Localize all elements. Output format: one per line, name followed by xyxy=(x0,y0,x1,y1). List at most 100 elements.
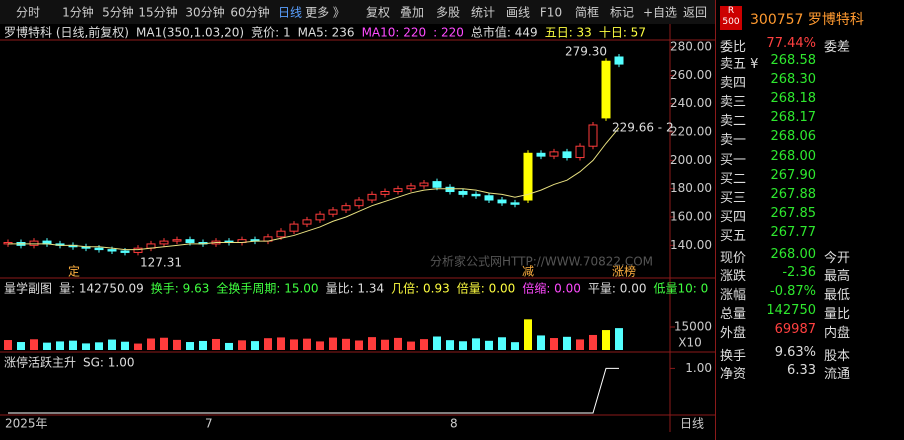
y-tick-label: 240.00 xyxy=(670,96,712,110)
toolbar-item[interactable]: 60分钟 xyxy=(230,5,269,20)
quote-row: 买二 267.90 xyxy=(720,168,902,187)
value: -0.87% xyxy=(770,284,816,299)
volume-bar xyxy=(212,338,220,350)
value: 268.06 xyxy=(770,129,817,144)
volume-bar xyxy=(316,341,324,350)
toolbar-item[interactable]: 30分钟 xyxy=(185,5,224,20)
toolbar-item[interactable]: 返回 xyxy=(683,6,707,20)
candle xyxy=(315,213,325,221)
value: -2.36 xyxy=(782,265,816,280)
candle xyxy=(289,223,299,232)
toolbar-item[interactable]: 多股 xyxy=(436,6,460,20)
label: 买一 xyxy=(720,153,747,168)
quote-panel: R 500 300757 罗博特科 委比 77.44% 委差 卖五 ¥ 268.58 卖四 2… xyxy=(715,0,904,440)
toolbar-item[interactable]: 5分钟 xyxy=(102,5,134,20)
label: 净资 xyxy=(720,367,747,382)
x-axis-label: 8 xyxy=(450,417,458,431)
label: 换手 xyxy=(720,349,747,364)
y-tick-label: 140.00 xyxy=(670,238,712,252)
candle xyxy=(133,247,143,253)
candle xyxy=(406,185,416,190)
value: 268.00 xyxy=(770,149,817,164)
legend-item: 低量10: 0 xyxy=(653,282,708,296)
quote-row: 买四 267.85 xyxy=(720,206,902,225)
volume-bar xyxy=(186,342,194,350)
toolbar-item[interactable]: F10 xyxy=(540,6,562,20)
label: 买二 xyxy=(720,172,747,187)
label-right: 内盘 xyxy=(824,326,851,341)
volume-bar xyxy=(563,336,571,350)
legend-item: 倍缩: 0.00 xyxy=(522,281,581,296)
annotation: 减 xyxy=(522,265,534,279)
candle xyxy=(276,230,286,238)
legend-item: 竞价: 1 xyxy=(251,26,291,40)
ma-line xyxy=(8,127,620,251)
candle xyxy=(380,191,390,195)
y-tick-label: 220.00 xyxy=(670,125,712,139)
candle xyxy=(601,60,611,119)
toolbar-item[interactable]: 分时 xyxy=(16,6,40,20)
value: 268.00 xyxy=(770,247,817,262)
volume-bar xyxy=(329,337,337,350)
value: 77.44% xyxy=(766,36,816,51)
volume-bar xyxy=(459,341,467,350)
toolbar-item[interactable]: 1分钟 xyxy=(62,5,94,20)
toolbar-item[interactable]: 叠加 xyxy=(400,6,424,20)
watermark: 分析家公式网HTTP://WWW.70822.COM xyxy=(430,254,653,269)
legend-item: 五日: 33 xyxy=(545,26,592,40)
volume-bar xyxy=(420,339,428,350)
legend-item: : 220 xyxy=(433,26,464,40)
value: 268.30 xyxy=(770,72,817,87)
volume-bar xyxy=(30,339,38,350)
value: 268.17 xyxy=(770,110,817,125)
label: 涨幅 xyxy=(720,288,747,303)
label-right: 最低 xyxy=(824,288,851,303)
label: 卖三 xyxy=(720,95,747,110)
volume-bar xyxy=(238,340,246,350)
quote-row: 涨跌 -2.36 最高 xyxy=(720,265,902,284)
toolbar-item[interactable]: 日线 xyxy=(278,6,302,20)
volume-bar xyxy=(4,340,12,350)
y-tick-label: 160.00 xyxy=(670,210,712,224)
toolbar-item[interactable]: 简框 xyxy=(575,6,599,20)
toolbar-item[interactable]: 15分钟 xyxy=(138,5,177,20)
quote-row: 现价 268.00 今开 xyxy=(720,247,902,266)
candle xyxy=(159,240,169,245)
legend-item: 总市值: 449 xyxy=(471,25,538,40)
volume-bar xyxy=(472,338,480,350)
label: 卖五 ¥ xyxy=(720,57,759,72)
candle xyxy=(497,199,507,204)
legend-item: MA1(350,1.03,20) xyxy=(136,26,244,40)
volume-bar xyxy=(407,341,415,350)
volume-bar xyxy=(342,338,350,350)
legend-item: 量学副图 xyxy=(4,281,52,296)
quote-row: 买三 267.88 xyxy=(720,187,902,206)
value: 6.33 xyxy=(787,363,816,378)
volume-bar xyxy=(56,341,64,350)
label: 委比 xyxy=(720,40,747,55)
label-right: 今开 xyxy=(824,251,851,266)
candle xyxy=(354,199,364,207)
quote-row: 委比 77.44% 委差 xyxy=(720,36,902,55)
toolbar-item[interactable]: 标记 xyxy=(610,6,634,20)
volume-bar xyxy=(394,337,402,350)
value: 267.85 xyxy=(770,206,817,221)
toolbar-item[interactable]: 画线 xyxy=(506,6,530,20)
toolbar-item[interactable]: +自选 xyxy=(643,6,677,20)
toolbar-item[interactable]: 更多 》 xyxy=(305,6,345,20)
volume-bar xyxy=(576,339,584,350)
label-right: 股本 xyxy=(824,349,851,364)
value: 142750 xyxy=(766,303,816,318)
candle xyxy=(562,151,572,159)
quote-row: 换手 9.63% 股本 xyxy=(720,345,902,364)
volume-bar xyxy=(355,340,363,350)
volume-bar xyxy=(95,342,103,350)
toolbar-item[interactable]: 复权 xyxy=(366,6,390,20)
toolbar-item[interactable]: 统计 xyxy=(471,6,495,20)
volume-bar xyxy=(511,342,519,350)
candle xyxy=(29,240,39,246)
value: 69987 xyxy=(774,322,816,337)
value: 267.88 xyxy=(770,187,817,202)
quote-row: 卖一 268.06 xyxy=(720,129,902,148)
